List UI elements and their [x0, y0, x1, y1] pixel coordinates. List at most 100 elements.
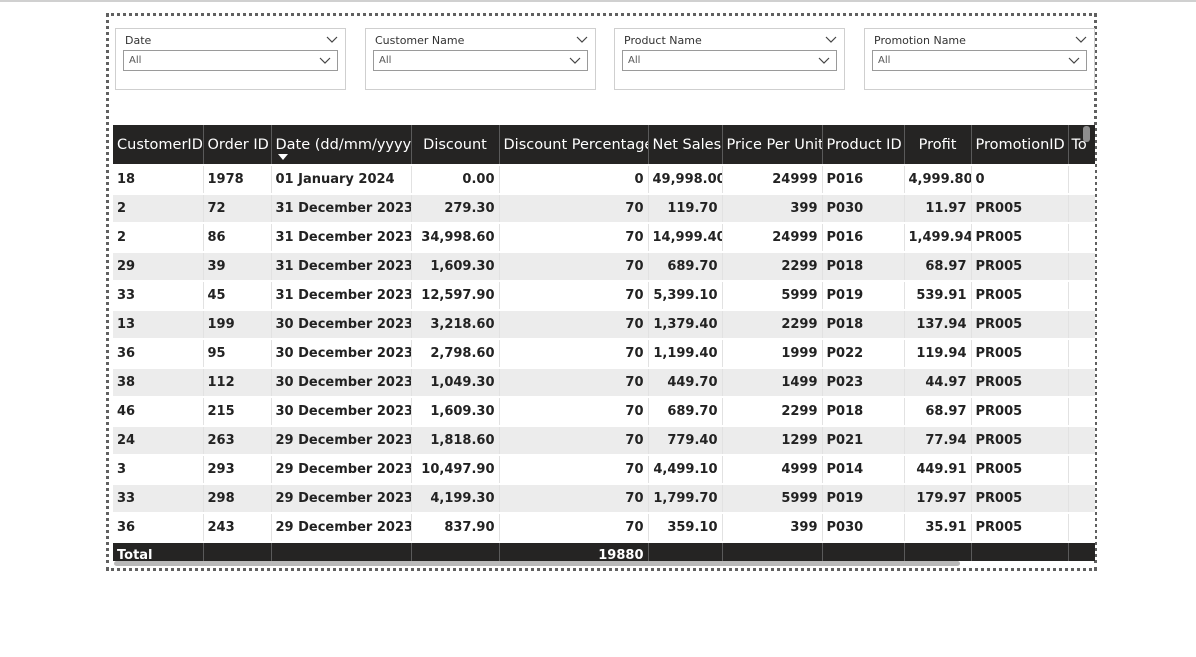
table-row[interactable]: 4621530 December 20231,609.3070689.70229… — [113, 397, 1095, 426]
cell-price-per-unit: 1499 — [722, 368, 822, 397]
slicer-dropdown[interactable]: All — [123, 50, 338, 71]
cell-price-per-unit: 5999 — [722, 484, 822, 513]
cell-date: 31 December 2023 — [271, 194, 411, 223]
total-cell — [203, 542, 271, 561]
slicer-promotion-name[interactable]: Promotion Name All — [864, 28, 1095, 90]
chevron-down-icon[interactable] — [326, 34, 338, 44]
column-header-product-id[interactable]: Product ID — [822, 125, 904, 165]
cell-net-sales: 49,998.00 — [648, 165, 722, 194]
cell-discount-percentage: 70 — [499, 194, 648, 223]
slicer-dropdown[interactable]: All — [373, 50, 588, 71]
table-row[interactable]: 293931 December 20231,609.3070689.702299… — [113, 252, 1095, 281]
cell-product-id: P019 — [822, 484, 904, 513]
horizontal-scrollbar[interactable] — [114, 561, 960, 566]
cell-truncated — [1068, 194, 1095, 223]
cell-order-id: 95 — [203, 339, 271, 368]
total-cell — [904, 542, 971, 561]
cell-order-id: 199 — [203, 310, 271, 339]
cell-discount: 1,049.30 — [411, 368, 499, 397]
vertical-scrollbar[interactable] — [1083, 126, 1090, 142]
chevron-down-icon[interactable] — [576, 34, 588, 44]
cell-net-sales: 5,399.10 — [648, 281, 722, 310]
cell-truncated — [1068, 281, 1095, 310]
table-row[interactable]: 28631 December 202334,998.607014,999.402… — [113, 223, 1095, 252]
cell-product-id: P021 — [822, 426, 904, 455]
cell-discount: 279.30 — [411, 194, 499, 223]
cell-discount-percentage: 70 — [499, 368, 648, 397]
chevron-down-icon[interactable] — [825, 34, 837, 44]
cell-customerid: 2 — [113, 194, 203, 223]
column-header-profit[interactable]: Profit — [904, 125, 971, 165]
cell-price-per-unit: 24999 — [722, 165, 822, 194]
cell-discount: 1,609.30 — [411, 397, 499, 426]
slicer-dropdown[interactable]: All — [622, 50, 837, 71]
cell-truncated — [1068, 397, 1095, 426]
table-total-row: Total 19880 — [113, 542, 1095, 561]
cell-product-id: P030 — [822, 513, 904, 542]
table-row[interactable]: 27231 December 2023279.3070119.70399P030… — [113, 194, 1095, 223]
table-row[interactable]: 3624329 December 2023837.9070359.10399P0… — [113, 513, 1095, 542]
slicer-value: All — [129, 55, 141, 66]
column-header-truncated[interactable]: To — [1068, 125, 1095, 165]
cell-promotionid: PR005 — [971, 368, 1068, 397]
cell-price-per-unit: 24999 — [722, 223, 822, 252]
cell-product-id: P023 — [822, 368, 904, 397]
cell-date: 30 December 2023 — [271, 310, 411, 339]
cell-date: 30 December 2023 — [271, 339, 411, 368]
table-row[interactable]: 3811230 December 20231,049.3070449.70149… — [113, 368, 1095, 397]
cell-date: 01 January 2024 — [271, 165, 411, 194]
cell-truncated — [1068, 484, 1095, 513]
cell-order-id: 293 — [203, 455, 271, 484]
cell-price-per-unit: 399 — [722, 513, 822, 542]
cell-customerid: 18 — [113, 165, 203, 194]
table-row[interactable]: 3329829 December 20234,199.30701,799.705… — [113, 484, 1095, 513]
column-header-discount[interactable]: Discount — [411, 125, 499, 165]
column-header-price-per-unit[interactable]: Price Per Unit — [722, 125, 822, 165]
cell-discount: 1,609.30 — [411, 252, 499, 281]
column-header-net-sales[interactable]: Net Sales — [648, 125, 722, 165]
table-row[interactable]: 369530 December 20232,798.60701,199.4019… — [113, 339, 1095, 368]
cell-customerid: 46 — [113, 397, 203, 426]
cell-product-id: P018 — [822, 397, 904, 426]
cell-promotionid: PR005 — [971, 339, 1068, 368]
total-label: Total — [113, 542, 203, 561]
slicer-dropdown[interactable]: All — [872, 50, 1087, 71]
slicer-customer-name[interactable]: Customer Name All — [365, 28, 596, 90]
cell-order-id: 112 — [203, 368, 271, 397]
cell-product-id: P018 — [822, 252, 904, 281]
cell-discount-percentage: 70 — [499, 397, 648, 426]
table-row[interactable]: 2426329 December 20231,818.6070779.40129… — [113, 426, 1095, 455]
total-cell — [271, 542, 411, 561]
cell-discount-percentage: 0 — [499, 165, 648, 194]
cell-order-id: 215 — [203, 397, 271, 426]
total-cell — [722, 542, 822, 561]
table-row[interactable]: 1319930 December 20233,218.60701,379.402… — [113, 310, 1095, 339]
cell-net-sales: 359.10 — [648, 513, 722, 542]
cell-profit: 44.97 — [904, 368, 971, 397]
slicer-date[interactable]: Date All — [115, 28, 346, 90]
column-header-order-id[interactable]: Order ID — [203, 125, 271, 165]
column-header-date[interactable]: Date (dd/mm/yyyy) — [271, 125, 411, 165]
cell-order-id: 72 — [203, 194, 271, 223]
slicer-product-name[interactable]: Product Name All — [614, 28, 845, 90]
column-header-customerid[interactable]: CustomerID — [113, 125, 203, 165]
table-row[interactable]: 18197801 January 20240.00049,998.0024999… — [113, 165, 1095, 194]
cell-customerid: 36 — [113, 339, 203, 368]
cell-profit: 77.94 — [904, 426, 971, 455]
cell-discount: 2,798.60 — [411, 339, 499, 368]
cell-customerid: 2 — [113, 223, 203, 252]
sales-table-visual[interactable]: CustomerID Order ID Date (dd/mm/yyyy) Di… — [113, 125, 1095, 561]
cell-date: 29 December 2023 — [271, 426, 411, 455]
cell-product-id: P019 — [822, 281, 904, 310]
cell-promotionid: PR005 — [971, 397, 1068, 426]
cell-profit: 137.94 — [904, 310, 971, 339]
chevron-down-icon[interactable] — [1075, 34, 1087, 44]
cell-order-id: 298 — [203, 484, 271, 513]
column-header-promotionid[interactable]: PromotionID — [971, 125, 1068, 165]
cell-truncated — [1068, 310, 1095, 339]
cell-order-id: 243 — [203, 513, 271, 542]
column-header-discount-percentage[interactable]: Discount Percentage — [499, 125, 648, 165]
table-row[interactable]: 334531 December 202312,597.90705,399.105… — [113, 281, 1095, 310]
table-row[interactable]: 329329 December 202310,497.90704,499.104… — [113, 455, 1095, 484]
cell-price-per-unit: 2299 — [722, 252, 822, 281]
